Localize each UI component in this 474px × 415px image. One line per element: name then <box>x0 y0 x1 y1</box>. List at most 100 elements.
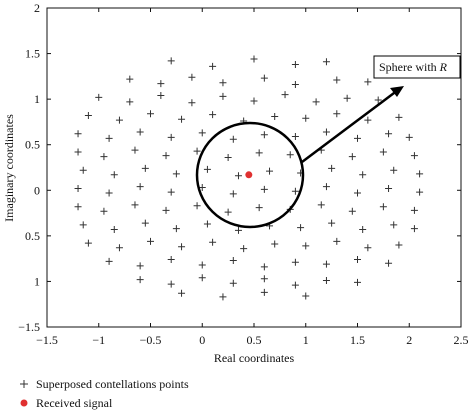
cross-point <box>410 225 418 233</box>
cross-point <box>147 110 154 118</box>
legend-marker <box>20 380 28 388</box>
cross-point <box>167 57 175 65</box>
cross-point <box>198 274 206 282</box>
cross-point <box>317 201 325 209</box>
cross-point <box>100 153 108 161</box>
cross-point <box>374 96 382 104</box>
cross-point <box>328 164 336 172</box>
legend-label: Received signal <box>36 396 113 410</box>
x-tick-label: −1 <box>92 333 105 347</box>
cross-point <box>136 128 144 136</box>
cross-point <box>229 135 237 143</box>
y-tick-label: 1.5 <box>25 47 40 61</box>
cross-point <box>379 203 387 211</box>
cross-point <box>229 256 237 264</box>
cross-point <box>271 240 279 248</box>
cross-point <box>364 116 372 124</box>
annotation-text: Sphere with <box>379 60 437 74</box>
cross-point <box>219 293 227 301</box>
y-tick-label: 0.5 <box>25 138 40 152</box>
cross-point <box>291 61 299 69</box>
cross-point <box>354 256 361 264</box>
cross-point <box>395 241 403 249</box>
cross-point <box>167 256 175 264</box>
cross-point <box>234 226 242 234</box>
cross-point <box>219 92 227 100</box>
cross-point <box>136 262 144 270</box>
cross-point <box>291 281 299 289</box>
cross-point <box>302 114 310 122</box>
x-tick-label: −0.5 <box>140 333 162 347</box>
cross-point <box>167 133 175 141</box>
y-axis-label: Imaginary coordinates <box>2 114 16 222</box>
cross-point <box>322 58 330 66</box>
legend: Superposed contellations points Received … <box>20 377 189 410</box>
cross-point <box>234 172 242 180</box>
cross-point <box>416 170 424 178</box>
cross-point <box>178 243 186 251</box>
cross-point <box>410 152 418 160</box>
cross-point <box>354 189 361 197</box>
cross-point <box>162 152 170 160</box>
cross-point <box>312 98 320 106</box>
cross-point <box>74 148 82 156</box>
cross-point <box>74 130 82 138</box>
received-point <box>245 171 253 179</box>
x-tick-label: 1.5 <box>350 333 365 347</box>
y-tick-label: 2 <box>34 1 40 15</box>
cross-point <box>157 80 165 88</box>
cross-point <box>167 280 175 288</box>
cross-point <box>219 79 227 87</box>
cross-point <box>141 219 149 227</box>
y-tick-label: 0.5 <box>25 229 40 243</box>
annotation: Sphere with R <box>379 60 448 74</box>
sphere-circle <box>195 121 305 229</box>
cross-point <box>178 115 186 123</box>
cross-point <box>266 167 274 175</box>
annotation-box <box>373 55 461 79</box>
x-tick-label: 0.5 <box>247 333 262 347</box>
cross-point <box>131 146 139 154</box>
cross-point <box>328 219 336 227</box>
cross-point <box>250 97 258 105</box>
cross-point <box>333 110 341 118</box>
cross-point <box>385 130 393 138</box>
cross-point <box>136 276 144 284</box>
cross-point <box>110 225 118 233</box>
cross-point <box>105 134 113 142</box>
cross-point <box>416 188 424 196</box>
cross-point <box>333 237 341 245</box>
cross-point <box>302 242 310 250</box>
cross-point <box>162 206 170 214</box>
cross-point <box>364 244 372 252</box>
cross-point <box>131 201 139 209</box>
cross-point <box>322 183 330 191</box>
cross-point <box>390 166 398 174</box>
cross-point <box>385 184 393 192</box>
cross-point <box>209 111 217 119</box>
x-tick-label: 0 <box>199 333 205 347</box>
cross-point <box>84 239 92 247</box>
x-axis-label: Real coordinates <box>214 351 295 365</box>
cross-point <box>348 207 356 215</box>
cross-point <box>79 166 87 174</box>
cross-point <box>229 190 237 198</box>
cross-point <box>193 202 201 210</box>
y-tick-label: −1.5 <box>18 320 40 334</box>
cross-point <box>260 185 268 193</box>
cross-point <box>286 151 294 159</box>
cross-point <box>224 153 232 161</box>
cross-point <box>260 288 268 296</box>
cross-point <box>188 73 196 81</box>
cross-point <box>359 225 367 233</box>
x-tick-label: 2.5 <box>454 333 469 347</box>
cross-point <box>240 245 248 253</box>
cross-point <box>209 238 217 246</box>
cross-point <box>297 224 305 232</box>
arrow-head <box>390 86 404 97</box>
cross-point <box>115 116 123 124</box>
cross-point <box>271 112 279 120</box>
cross-point <box>260 131 268 139</box>
cross-point <box>291 81 299 89</box>
cross-point <box>281 91 289 99</box>
